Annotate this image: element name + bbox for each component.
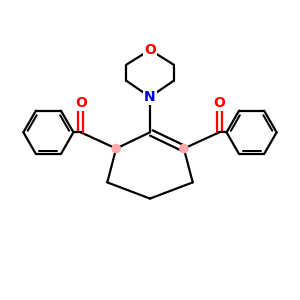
Text: O: O	[144, 43, 156, 57]
Circle shape	[180, 144, 188, 153]
Text: O: O	[213, 96, 225, 110]
Text: N: N	[144, 90, 156, 104]
Text: O: O	[75, 96, 87, 110]
Circle shape	[112, 144, 120, 153]
